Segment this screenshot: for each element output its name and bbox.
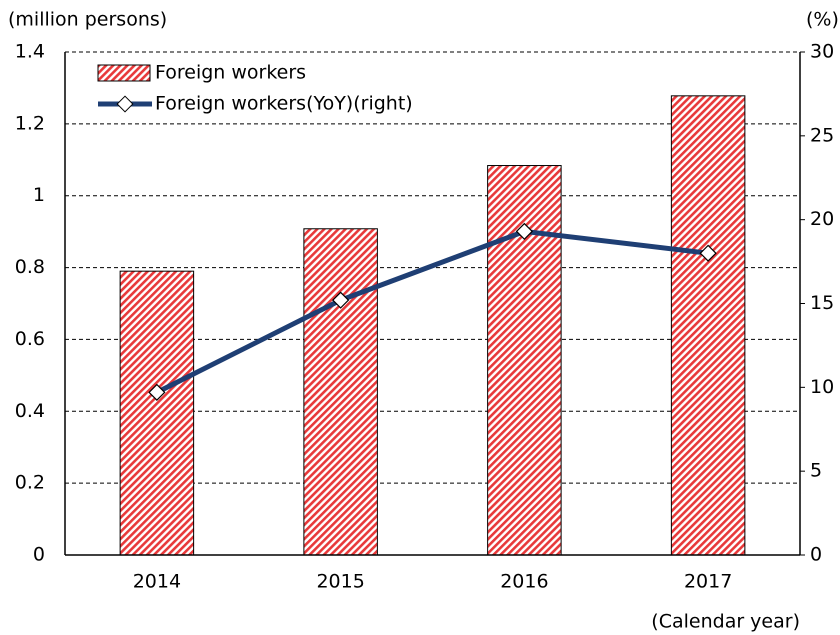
x-tick-label: 2014 — [133, 571, 181, 593]
marker — [331, 291, 350, 309]
y-tick-label: 1.4 — [15, 41, 45, 63]
y2-tick-label: 15 — [810, 292, 834, 314]
marker — [148, 383, 166, 401]
y2-tick-label: 10 — [810, 376, 834, 398]
legend-marker — [116, 95, 134, 113]
legend-label: Foreign workers — [155, 62, 306, 84]
y-tick-label: 1.2 — [15, 112, 45, 134]
y2-axis-label: (%) — [806, 9, 839, 31]
legend-label: Foreign workers(YoY)(right) — [155, 93, 413, 115]
y-tick-label: 0 — [33, 544, 45, 566]
bar — [303, 228, 378, 556]
y-tick-label: 1 — [33, 184, 45, 206]
y2-tick-label: 5 — [810, 460, 822, 482]
y-tick-label: 0.4 — [15, 400, 45, 422]
marker — [515, 222, 534, 241]
y-tick-label: 0.6 — [15, 328, 45, 350]
x-tick-label: 2017 — [684, 571, 732, 593]
y2-tick-label: 0 — [810, 544, 822, 566]
bar — [670, 95, 746, 556]
x-axis-label: (Calendar year) — [651, 611, 800, 633]
y-axis-label: (million persons) — [8, 9, 167, 31]
x-tick-label: 2015 — [316, 571, 364, 593]
y2-tick-label: 30 — [810, 41, 834, 63]
y2-tick-label: 20 — [810, 208, 834, 230]
bar — [119, 270, 195, 556]
y-tick-label: 0.2 — [15, 472, 45, 494]
line — [155, 228, 709, 395]
y-tick-label: 0.8 — [15, 256, 45, 278]
x-tick-label: 2016 — [500, 571, 548, 593]
legend-swatch — [97, 64, 151, 82]
y2-tick-label: 25 — [810, 124, 834, 146]
marker — [699, 244, 717, 262]
